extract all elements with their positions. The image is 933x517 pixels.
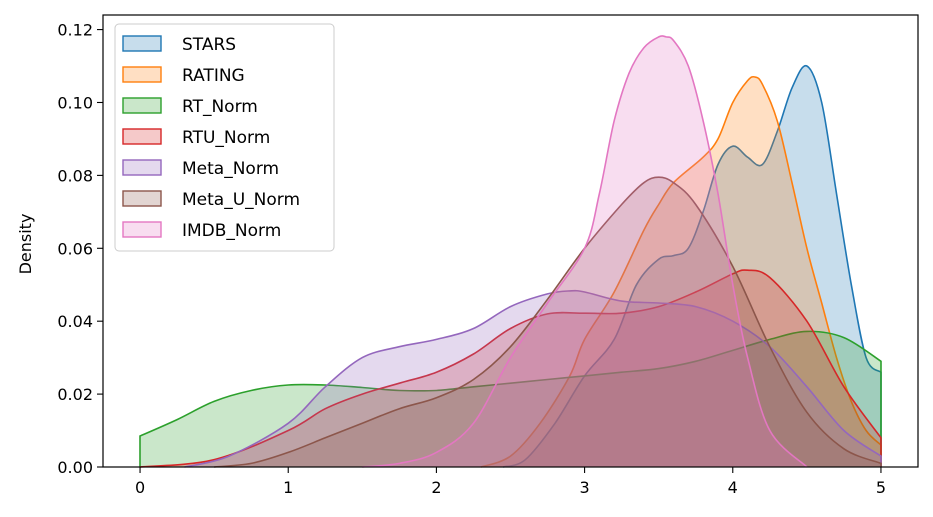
y-tick-label: 0.08 xyxy=(57,166,93,185)
area-rt-norm xyxy=(140,331,881,467)
y-axis-ticks: 0.00 0.02 0.04 0.06 0.08 0.10 0.12 xyxy=(57,21,103,477)
legend-swatch-meta-u-norm xyxy=(122,190,162,207)
y-axis-label: Density xyxy=(16,214,35,275)
legend: STARS RATING RT_Norm RTU_Norm Meta_Norm Meta_… xyxy=(114,23,335,252)
legend-swatch-bg xyxy=(123,36,161,51)
x-tick-label: 2 xyxy=(431,478,441,497)
y-tick-label: 0.12 xyxy=(57,21,93,40)
series-layer xyxy=(139,35,882,468)
x-tick-label: 4 xyxy=(728,478,738,497)
legend-box xyxy=(114,23,335,252)
legend-swatch-rtu-norm xyxy=(122,128,162,145)
area-meta-norm xyxy=(184,290,881,467)
line-rt-norm xyxy=(139,330,882,467)
legend-label-meta-norm: Meta_Norm xyxy=(182,159,279,179)
area-meta-u-norm xyxy=(214,177,882,467)
legend-swatch-imdb-norm xyxy=(122,221,162,238)
legend-label-rtu-norm: RTU_Norm xyxy=(182,128,270,148)
legend-label-rating: RATING xyxy=(182,66,245,86)
plot-frame xyxy=(102,14,919,468)
area-rtu-norm xyxy=(140,269,881,467)
line-stars xyxy=(502,65,882,468)
legend-swatch-bg xyxy=(123,129,161,144)
area-imdb-norm xyxy=(362,35,807,467)
legend-swatch-rating xyxy=(122,66,162,83)
legend-swatch-bg xyxy=(123,67,161,82)
legend-swatch-bg xyxy=(123,160,161,175)
line-imdb-norm xyxy=(362,35,808,468)
legend-label-rt-norm: RT_Norm xyxy=(182,97,258,117)
line-meta-u-norm xyxy=(214,176,882,468)
y-tick-label: 0.06 xyxy=(57,239,93,258)
x-tick-label: 5 xyxy=(876,478,886,497)
legend-swatch-bg xyxy=(123,222,161,237)
area-stars xyxy=(503,65,881,467)
y-tick-label: 0.00 xyxy=(57,458,93,477)
legend-label-imdb-norm: IMDB_Norm xyxy=(182,221,281,241)
legend-swatch-rt-norm xyxy=(122,97,162,114)
legend-swatch-stars xyxy=(122,35,162,52)
y-tick-label: 0.02 xyxy=(57,385,93,404)
y-tick-label: 0.04 xyxy=(57,312,93,331)
legend-label-meta-u-norm: Meta_U_Norm xyxy=(182,190,300,210)
x-tick-label: 1 xyxy=(283,478,293,497)
legend-label-stars: STARS xyxy=(182,35,236,55)
legend-swatch-bg xyxy=(123,98,161,113)
line-rating xyxy=(480,75,882,468)
legend-swatch-bg xyxy=(123,191,161,206)
x-tick-label: 3 xyxy=(579,478,589,497)
x-axis-ticks: 0 1 2 3 4 5 xyxy=(135,467,886,497)
x-tick-label: 0 xyxy=(135,478,145,497)
line-rtu-norm xyxy=(139,269,882,468)
y-tick-label: 0.10 xyxy=(57,93,93,112)
legend-swatch-meta-norm xyxy=(122,159,162,176)
